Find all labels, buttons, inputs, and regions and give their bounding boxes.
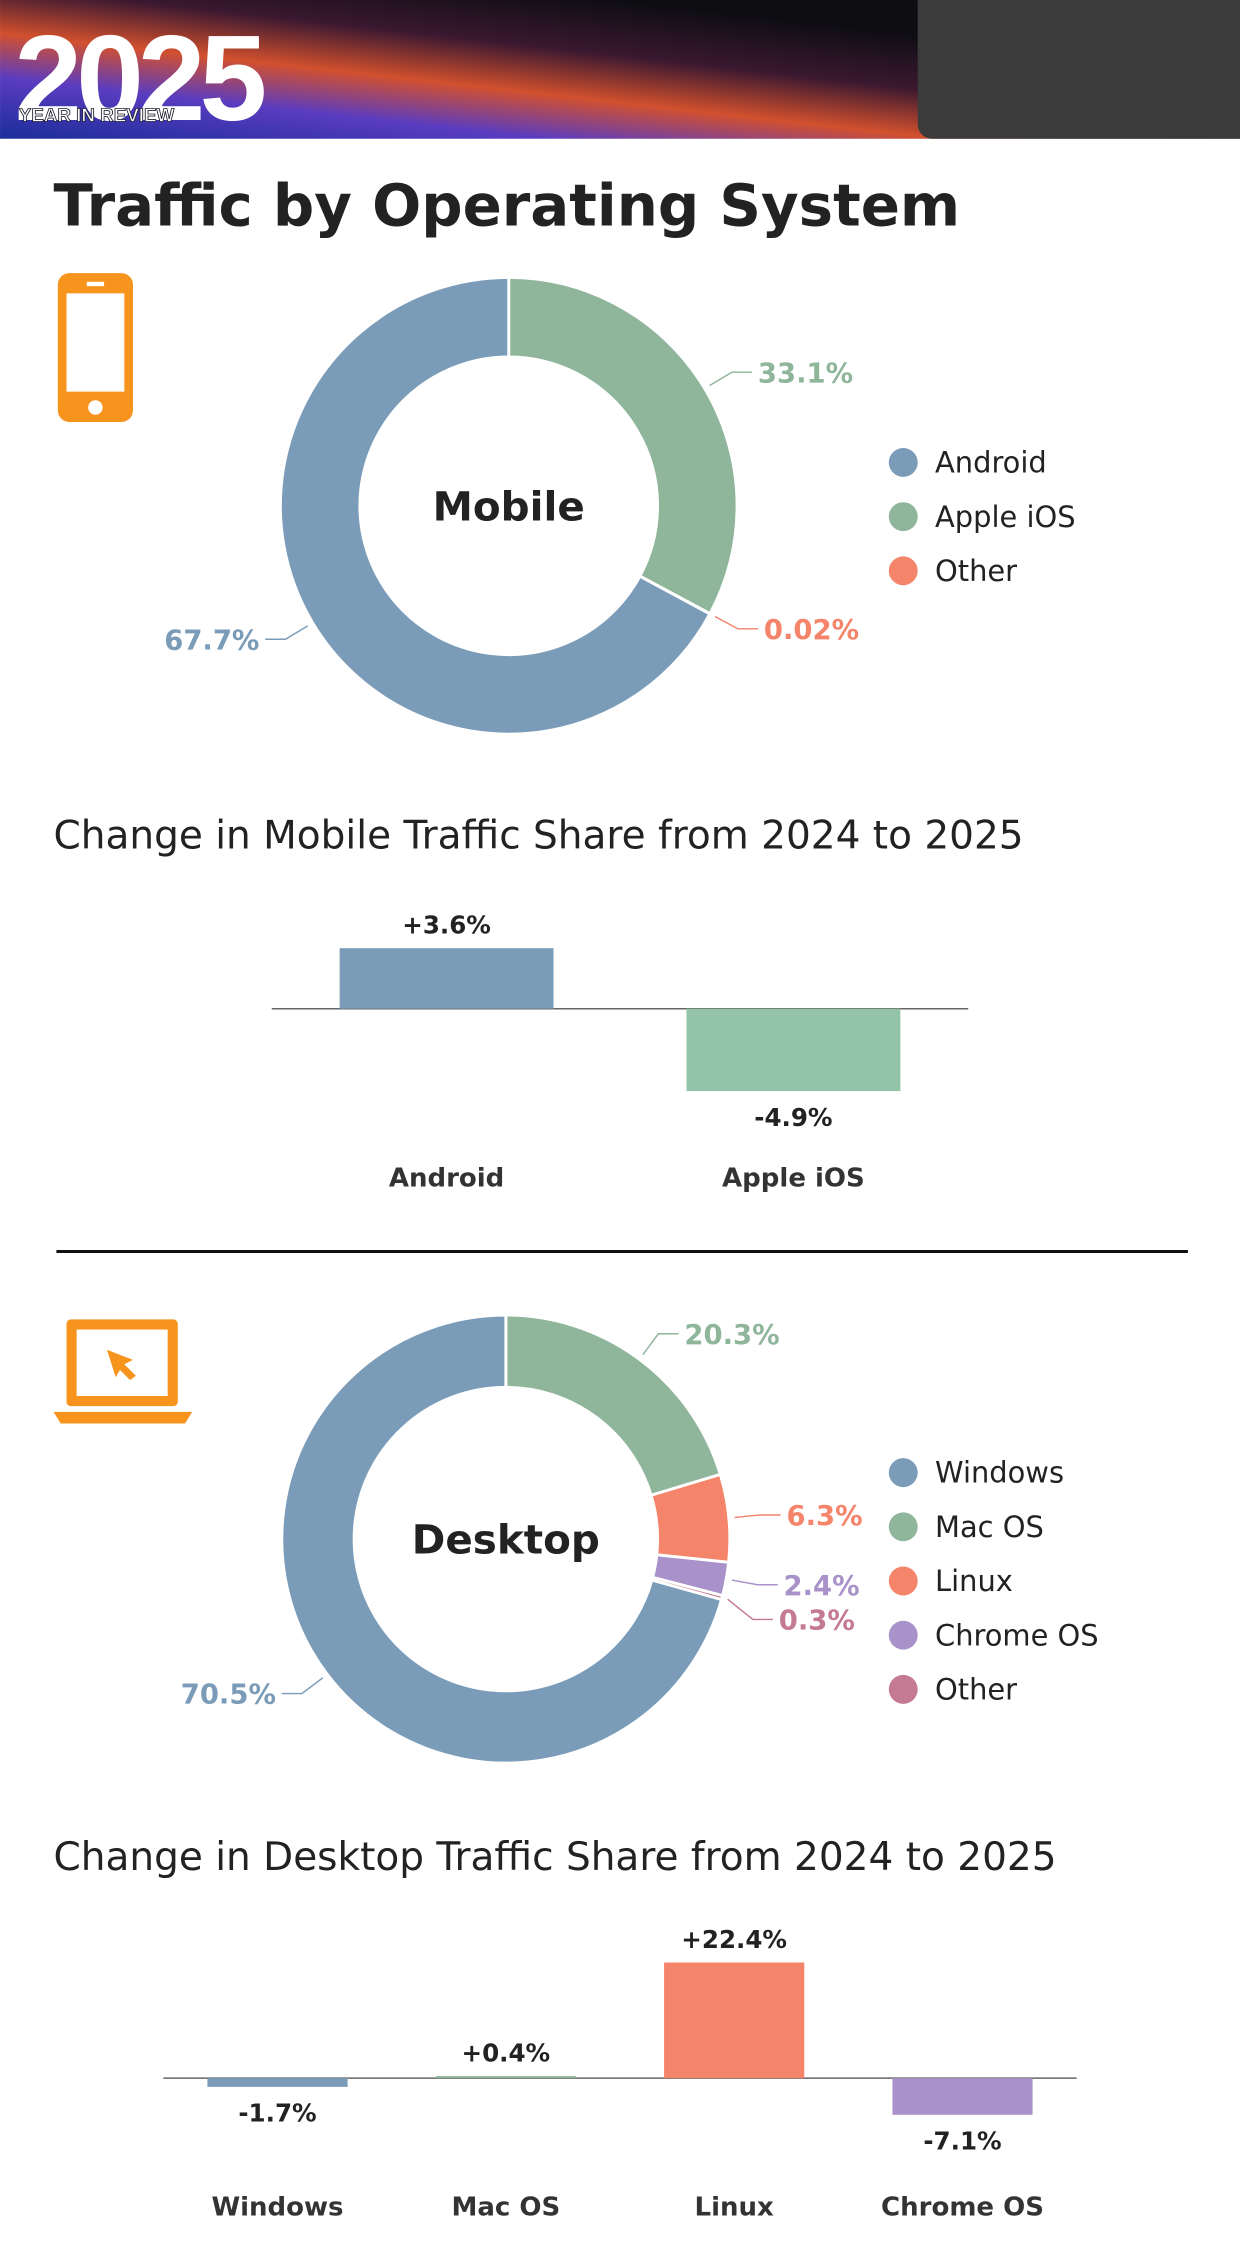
donut-slice [507, 276, 739, 616]
value-label: -4.9% [754, 1103, 832, 1132]
header-subtitle: YEAR IN REVIEW [19, 104, 175, 125]
chart-title: Change in Desktop Traffic Share from 202… [54, 1835, 1057, 1880]
value-label: -7.1% [923, 2126, 1001, 2155]
legend-label: Windows [935, 1456, 1064, 1490]
value-label: +3.6% [402, 911, 491, 940]
value-label: 0.3% [779, 1606, 855, 1637]
bar [664, 1962, 805, 2079]
value-label: 67.7% [164, 625, 259, 656]
chart-title: Change in Mobile Traffic Share from 2024… [54, 813, 1024, 858]
legend-label: Android [935, 446, 1047, 480]
header-year: 2025 [14, 10, 264, 146]
label-leader [265, 625, 309, 640]
legend-swatch [888, 1512, 918, 1542]
page-title: Traffic by Operating System [54, 171, 961, 239]
category-label: Apple iOS [722, 1163, 865, 1193]
bar [892, 2078, 1033, 2115]
value-label: 20.3% [684, 1320, 779, 1351]
value-label: 6.3% [786, 1501, 862, 1532]
legend-label: Other [935, 1673, 1017, 1707]
legend-swatch [888, 502, 918, 532]
center-label: Desktop [412, 1516, 600, 1564]
label-leader [642, 1333, 679, 1356]
legend-label: Other [935, 554, 1017, 588]
mobile-icon [57, 273, 133, 422]
value-label: -1.7% [238, 2099, 316, 2128]
donut-slice [278, 276, 712, 736]
desktop-icon [53, 1319, 193, 1424]
label-leader [734, 1514, 781, 1519]
legend-swatch [888, 556, 918, 586]
category-label: Chrome OS [881, 2192, 1044, 2222]
label-leader [709, 371, 753, 387]
donut-slice [280, 1313, 724, 1765]
category-label: Mac OS [451, 2192, 560, 2222]
label-leader [714, 615, 759, 630]
legend-swatch [888, 1566, 918, 1596]
bar [339, 948, 554, 1009]
value-label: 33.1% [758, 358, 853, 389]
category-label: Windows [211, 2192, 343, 2222]
legend-swatch [888, 1458, 918, 1488]
value-label: 70.5% [181, 1680, 276, 1711]
bar [207, 2078, 348, 2087]
bar [435, 2076, 576, 2079]
category-label: Linux [695, 2192, 774, 2222]
legend-label: Linux [935, 1564, 1013, 1598]
category-label: Android [389, 1163, 504, 1193]
header-panel [917, 0, 1240, 139]
label-leader [731, 1579, 778, 1586]
value-label: +22.4% [681, 1925, 787, 1954]
label-leader [727, 1598, 773, 1621]
center-label: Mobile [433, 482, 585, 530]
legend-swatch [888, 1620, 918, 1650]
legend-label: Chrome OS [935, 1618, 1099, 1652]
value-label: +0.4% [462, 2039, 551, 2068]
legend-swatch [888, 447, 918, 477]
legend-label: Apple iOS [935, 500, 1076, 534]
value-label: 0.02% [764, 615, 859, 646]
legend-swatch [888, 1674, 918, 1704]
label-leader [281, 1677, 324, 1695]
legend-label: Mac OS [935, 1510, 1044, 1544]
bar [686, 1008, 901, 1092]
value-label: 2.4% [784, 1571, 860, 1602]
